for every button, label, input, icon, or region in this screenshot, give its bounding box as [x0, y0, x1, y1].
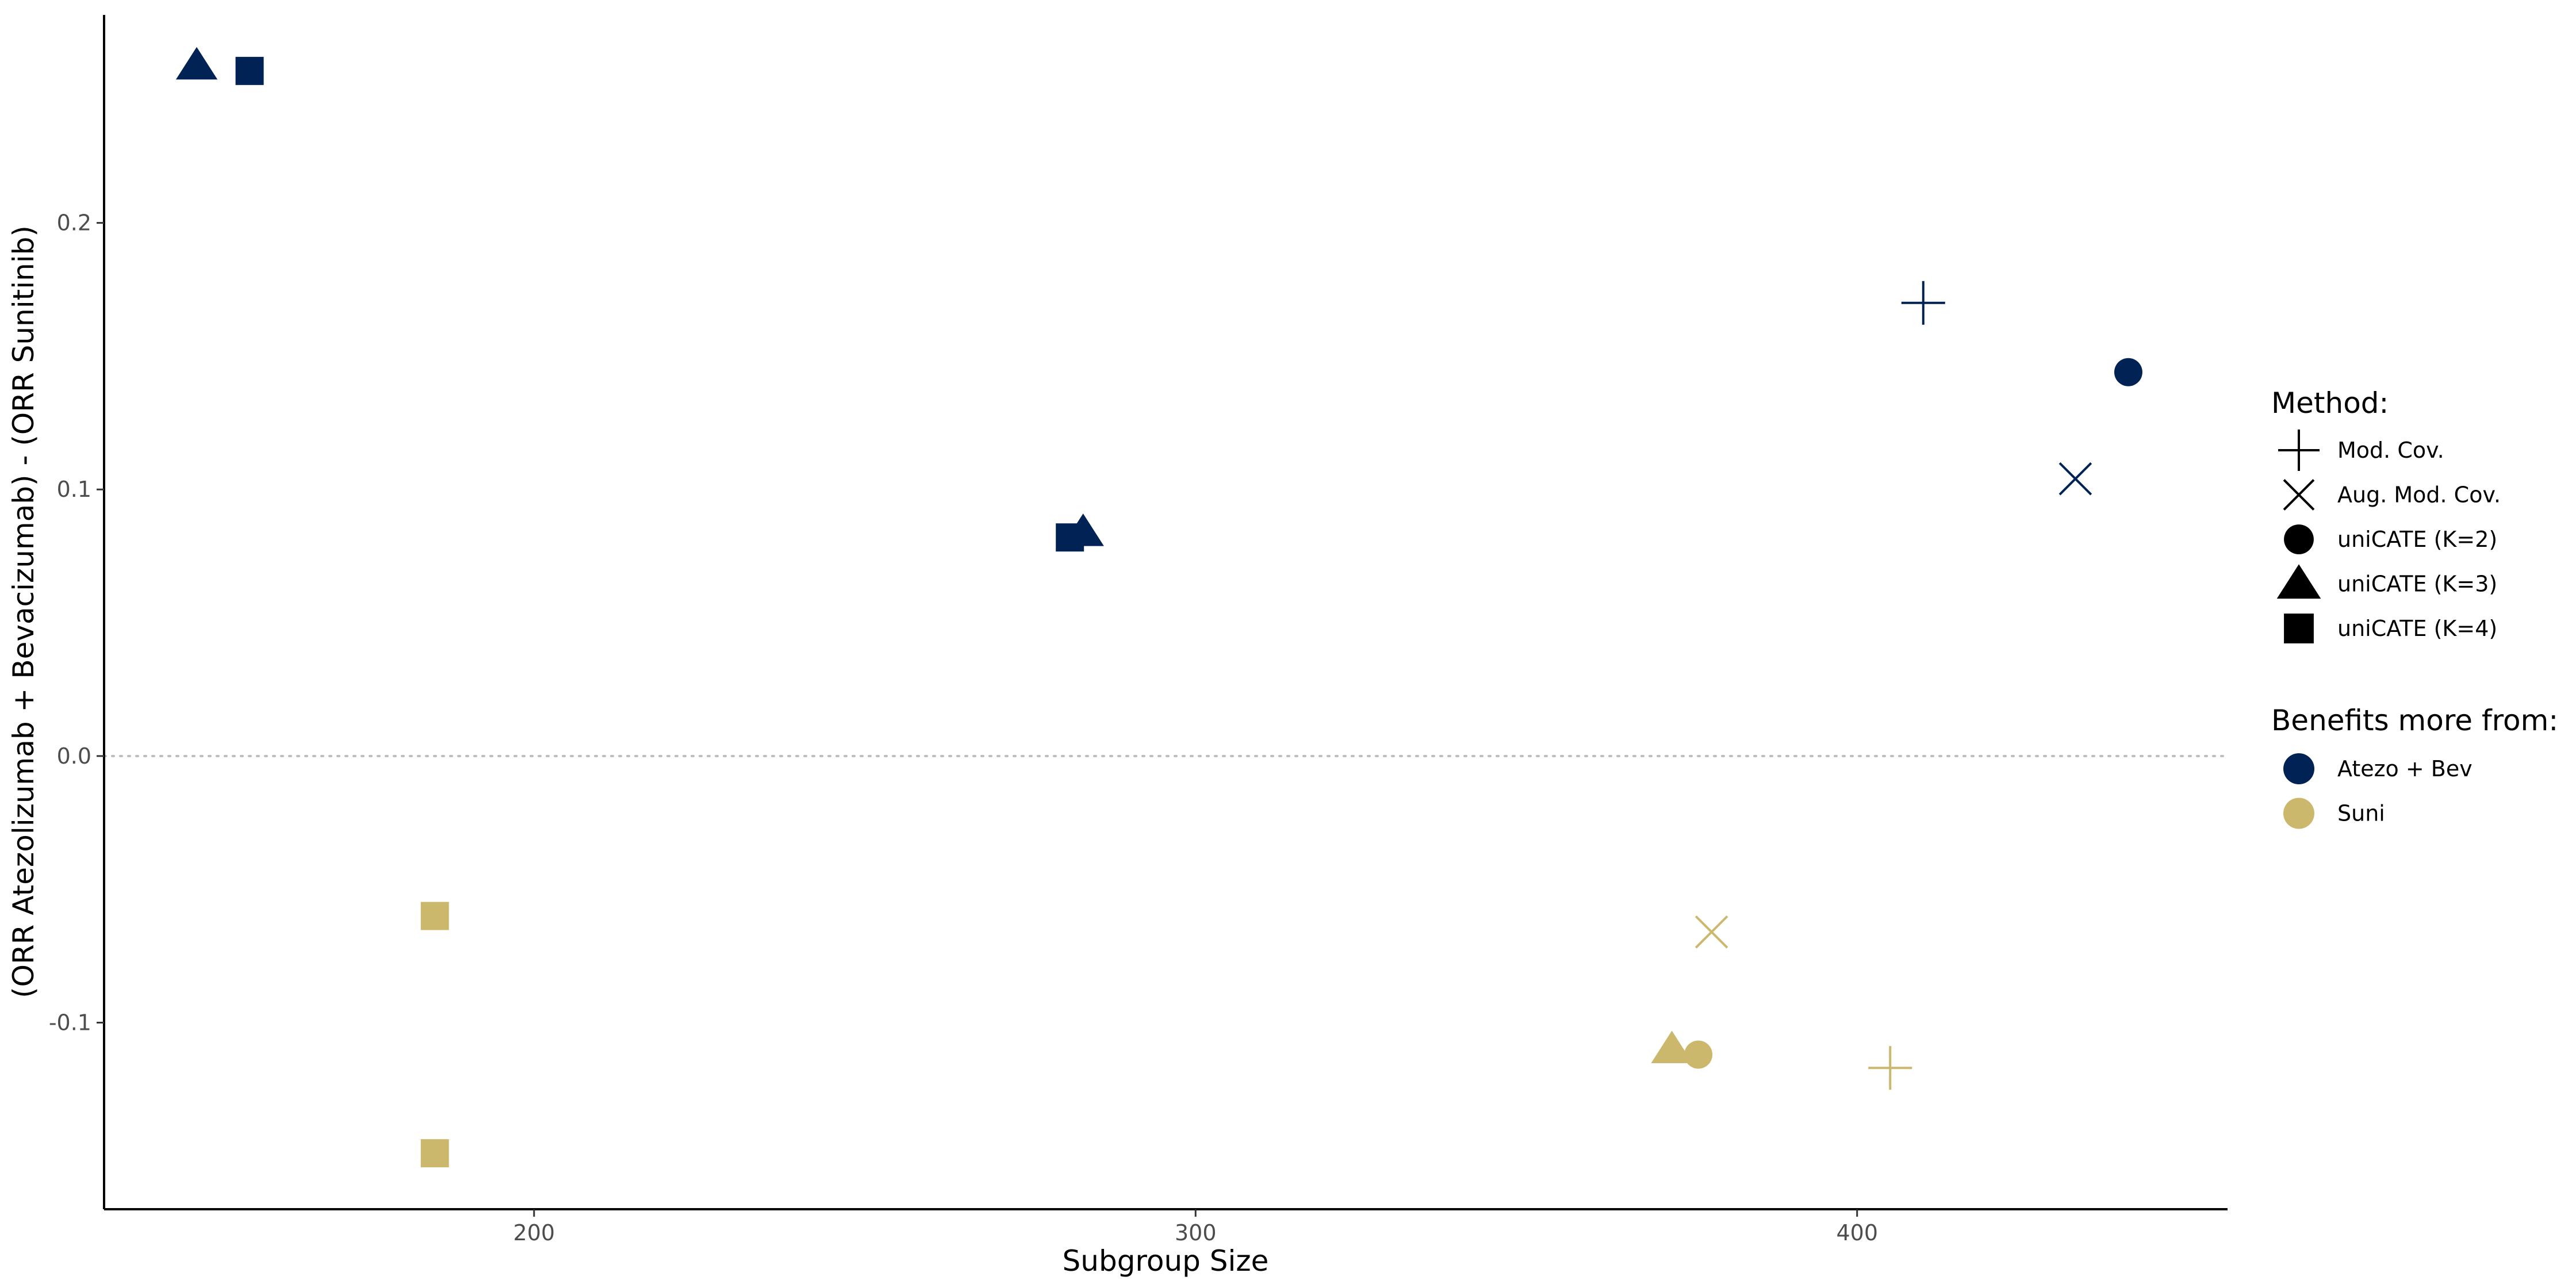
data-point — [235, 56, 264, 85]
data-point — [1684, 1040, 1713, 1069]
legend-key-benefit — [2283, 753, 2314, 784]
legend-label-method: Aug. Mod. Cov. — [2337, 482, 2501, 508]
legend-label-method: uniCATE (K=2) — [2337, 527, 2497, 552]
data-point — [2058, 462, 2092, 496]
legend-label-method: uniCATE (K=3) — [2337, 572, 2497, 597]
x-tick-label: 300 — [1175, 1220, 1217, 1245]
y-axis-title: (ORR Atezolizumab + Bevacizumab) - (ORR … — [7, 225, 40, 998]
legend-key-method — [2284, 614, 2314, 643]
plot-area — [103, 47, 2229, 1168]
legend-key-method — [2276, 564, 2321, 599]
data-point — [1901, 281, 1945, 325]
x-axis-title: Subgroup Size — [1063, 1244, 1269, 1278]
y-tick-label: 0.1 — [57, 477, 91, 502]
legend-label-method: Mod. Cov. — [2337, 438, 2444, 463]
y-tick-label: 0.2 — [57, 210, 91, 236]
x-tick-label: 200 — [513, 1220, 555, 1245]
legend-title-benefit: Benefits more from: — [2271, 704, 2558, 737]
legend-key-method — [2284, 524, 2314, 554]
legend-key-method-b — [2283, 479, 2315, 511]
legend-label-benefit: Suni — [2337, 801, 2385, 826]
data-point — [2114, 358, 2142, 386]
legend: Method: Benefits more from: Mod. Cov. Aug… — [2271, 386, 2558, 829]
data-point — [1651, 1030, 1693, 1064]
data-point — [1056, 523, 1084, 552]
data-point — [420, 902, 449, 930]
x-tick-label: 400 — [1836, 1220, 1878, 1245]
data-point-b — [1695, 915, 1728, 949]
legend-label-benefit: Atezo + Bev — [2337, 756, 2472, 781]
legend-label-method: uniCATE (K=4) — [2337, 616, 2497, 641]
data-point — [1695, 915, 1728, 949]
legend-key-method — [2278, 430, 2320, 471]
legend-title-method: Method: — [2271, 386, 2389, 420]
data-point — [420, 1139, 449, 1168]
y-tick-label: -0.1 — [49, 1010, 91, 1035]
legend-key-benefit — [2283, 798, 2314, 829]
data-point-b — [2058, 462, 2092, 496]
axes: Subgroup Size (ORR Atezolizumab + Bevaci… — [7, 15, 2228, 1278]
data-point — [175, 47, 218, 80]
data-point — [1868, 1046, 1912, 1090]
legend-key-method — [2283, 479, 2315, 511]
y-tick-label: 0.0 — [57, 743, 91, 769]
